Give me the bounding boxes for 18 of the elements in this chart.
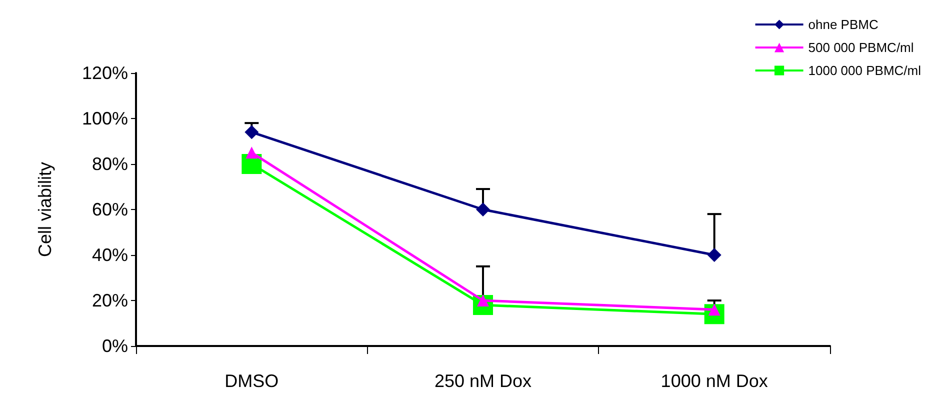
point: [707, 248, 722, 262]
y-tick-label: 60%: [92, 200, 128, 220]
legend-label: ohne PBMC: [808, 17, 878, 32]
x-tick-label: 250 nM Dox: [434, 371, 532, 391]
y-tick-label: 0%: [102, 336, 128, 356]
y-tick-label: 20%: [92, 290, 128, 310]
x-tick-label: DMSO: [224, 371, 279, 391]
point: [244, 125, 259, 140]
y-tick-label: 120%: [82, 63, 128, 83]
y-tick-label: 40%: [92, 245, 128, 265]
y-tick-label: 80%: [92, 154, 128, 174]
point: [476, 202, 490, 216]
x-tick-label: 1000 nM Dox: [660, 371, 768, 391]
y-tick-label: 100%: [82, 108, 128, 128]
legend-label: 500 000 PBMC/ml: [808, 40, 914, 55]
y-axis-title: Cell viability: [35, 162, 55, 258]
legend-label: 1000 000 PBMC/ml: [808, 63, 922, 78]
point: [246, 146, 258, 159]
